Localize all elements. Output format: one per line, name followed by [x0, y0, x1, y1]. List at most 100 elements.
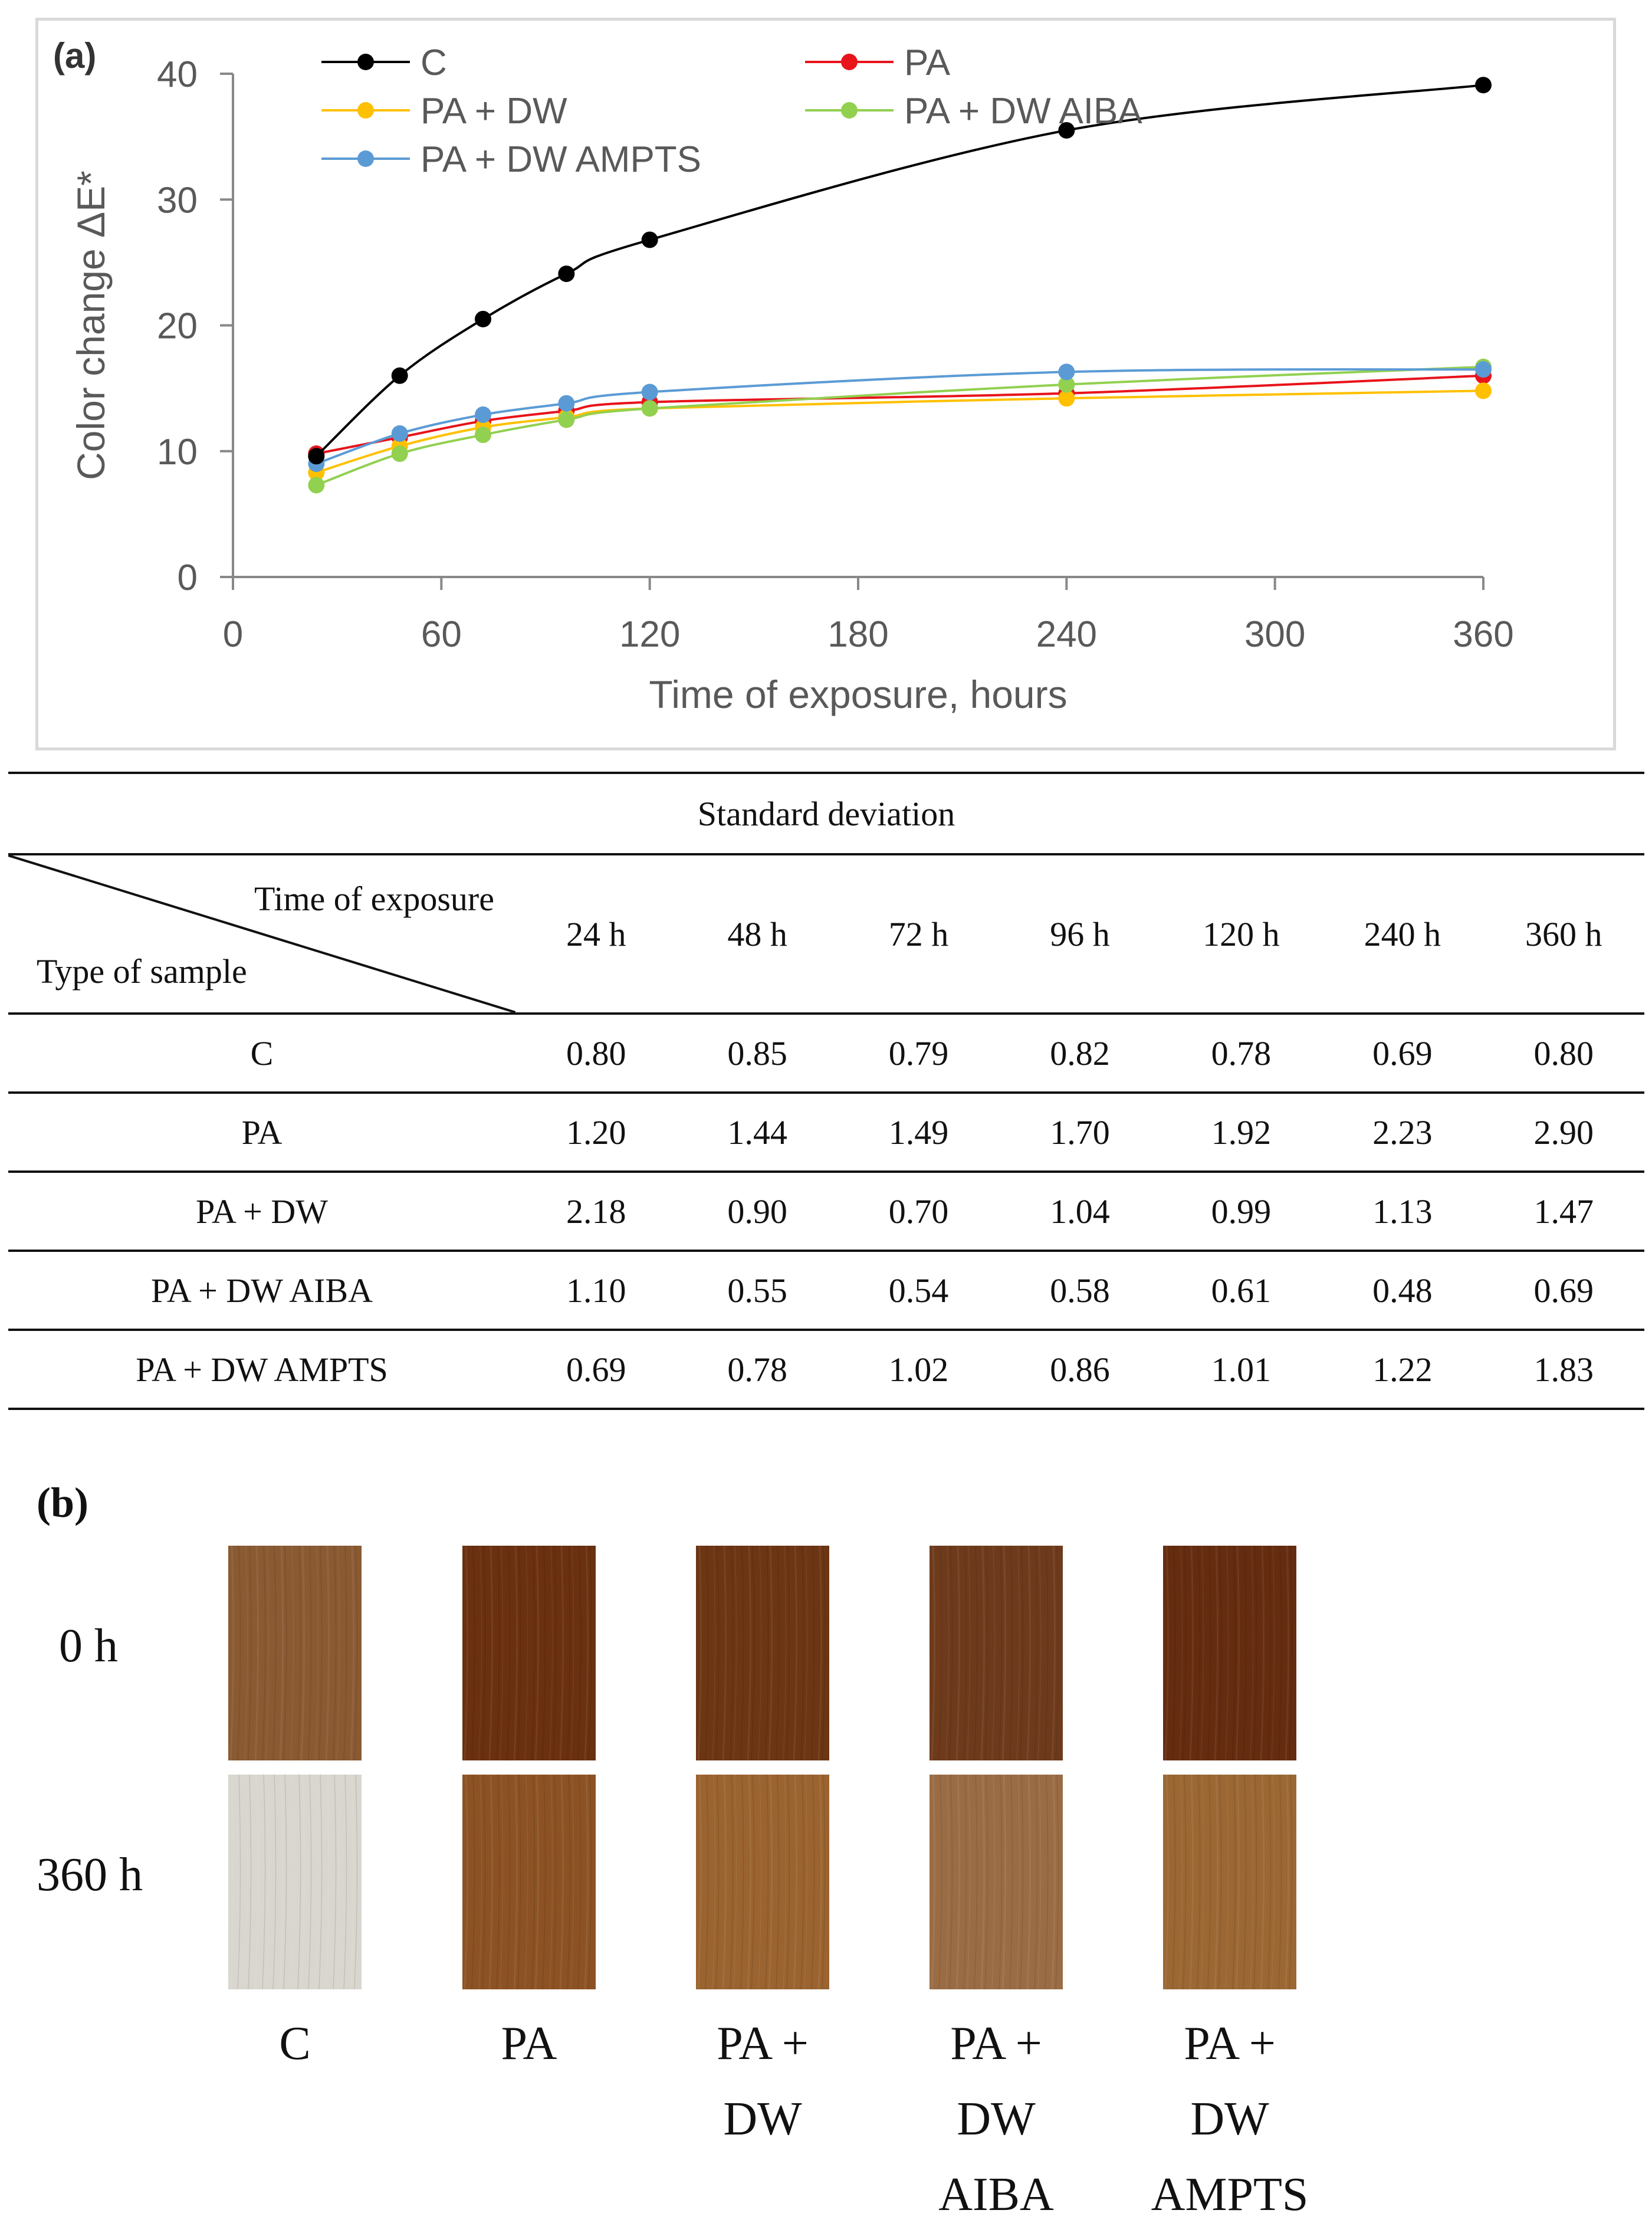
table-cell: 0.80 — [1483, 1014, 1644, 1094]
table-cell: 1.04 — [999, 1172, 1161, 1252]
wood-grain-texture — [930, 1775, 1063, 1989]
table-row: PA + DW 2.18 0.90 0.70 1.04 0.99 1.13 1.47 — [8, 1172, 1644, 1252]
table-row: PA 1.20 1.44 1.49 1.70 1.92 2.23 2.90 — [8, 1093, 1644, 1173]
x-tick-label: 120 — [619, 614, 680, 655]
y-tick-label: 20 — [157, 306, 198, 347]
table-cell: 0.82 — [999, 1014, 1161, 1094]
table-cell: 0.61 — [1160, 1251, 1322, 1331]
x-tick-label: 240 — [1036, 614, 1097, 655]
panel-label-b: (b) — [37, 1479, 88, 1526]
data-point — [308, 448, 325, 465]
column-header: 72 h — [838, 854, 1000, 1015]
wood-grain-texture — [462, 1775, 596, 1989]
sample-label: PA — [441, 2006, 618, 2081]
wood-grain-texture — [696, 1546, 829, 1760]
diagonal-divider — [8, 855, 515, 1012]
table-cell: 0.78 — [1160, 1014, 1322, 1094]
sample-photo — [462, 1775, 596, 1989]
data-point — [475, 406, 491, 423]
sample-label-line: C — [279, 2018, 311, 2070]
series-line-pa-dw — [316, 389, 1484, 474]
table-cell: 0.90 — [676, 1172, 838, 1252]
sample-label-line: AMPTS — [1151, 2169, 1309, 2221]
table-row: PA + DW AMPTS 0.69 0.78 1.02 0.86 1.01 1.22 1.8… — [8, 1330, 1644, 1410]
table-cell: 1.47 — [1483, 1172, 1644, 1252]
row-label: PA — [8, 1093, 515, 1173]
wood-grain-texture — [1163, 1546, 1296, 1760]
legend-marker — [841, 102, 858, 119]
sample-label-line: DW — [1190, 2093, 1269, 2145]
data-point — [1475, 382, 1492, 399]
legend-entry: C — [421, 42, 447, 83]
table-cell: 0.69 — [515, 1330, 677, 1410]
data-point — [391, 445, 408, 463]
table-cell: 2.23 — [1322, 1093, 1483, 1173]
std-dev-table-wrap: Standard deviation Time of exposure Type… — [8, 772, 1644, 1410]
data-point — [475, 427, 491, 444]
table-cell: 1.02 — [838, 1330, 1000, 1410]
wood-grain-texture — [1163, 1775, 1296, 1989]
table-cell: 1.20 — [515, 1093, 677, 1173]
table-cell: 0.69 — [1483, 1251, 1644, 1331]
photo-row-label: 0 h — [59, 1620, 118, 1672]
sample-label-line: PA + — [717, 2018, 809, 2070]
table-cell: 1.49 — [838, 1093, 1000, 1173]
table-cell: 0.54 — [838, 1251, 1000, 1331]
data-point — [641, 400, 658, 417]
column-header: 24 h — [515, 854, 677, 1015]
data-point — [391, 425, 408, 442]
series-line-pa-dw-ampts — [316, 368, 1484, 465]
table-cell: 0.58 — [999, 1251, 1161, 1331]
column-header: 96 h — [999, 854, 1161, 1015]
data-point — [1475, 361, 1492, 378]
table-cell: 2.18 — [515, 1172, 677, 1252]
wood-grain-texture — [228, 1546, 362, 1760]
table-cell: 0.80 — [515, 1014, 677, 1094]
table-cell: 1.70 — [999, 1093, 1161, 1173]
data-point — [1058, 122, 1075, 139]
row-label: PA + DW — [8, 1172, 515, 1252]
sample-photo — [696, 1775, 829, 1989]
x-tick-label: 60 — [421, 614, 462, 655]
data-point — [558, 265, 575, 283]
sample-label: C — [206, 2006, 383, 2081]
wood-grain-texture — [930, 1546, 1063, 1760]
row-label: PA + DW AIBA — [8, 1251, 515, 1331]
data-point — [641, 383, 658, 401]
sample-photo — [1163, 1775, 1296, 1989]
series-line-pa — [316, 374, 1484, 455]
photo-row-label: 360 h — [37, 1849, 143, 1901]
x-tick-label: 360 — [1453, 614, 1513, 655]
y-tick-label: 40 — [157, 54, 198, 95]
column-header: 360 h — [1483, 854, 1644, 1015]
table-cell: 0.70 — [838, 1172, 1000, 1252]
legend-entry: PA + DW AMPTS — [421, 139, 701, 180]
corner-top-label: Time of exposure — [254, 880, 494, 918]
sample-label-line: DW — [957, 2093, 1036, 2145]
wood-grain-texture — [696, 1775, 829, 1989]
sample-label-line: DW — [723, 2093, 802, 2145]
table-cell: 0.79 — [838, 1014, 1000, 1094]
data-point — [1058, 376, 1075, 393]
sample-label-line: AIBA — [938, 2169, 1054, 2221]
line-chart: (a) 0 10 20 30 40 0 60 120 180 240 300 360 Time of ex… — [53, 36, 1514, 716]
row-label: C — [8, 1014, 515, 1094]
table-cell: 0.78 — [676, 1330, 838, 1410]
data-point — [391, 367, 408, 384]
x-tick-label: 180 — [827, 614, 888, 655]
column-header: 240 h — [1322, 854, 1483, 1015]
sample-photo — [930, 1775, 1063, 1989]
wood-grain-texture — [228, 1775, 362, 1989]
legend-marker — [357, 150, 374, 167]
data-point — [475, 310, 491, 327]
legend-marker — [357, 54, 374, 70]
sample-label: PA + DW AMPTS — [1141, 2006, 1318, 2232]
table-corner-cell: Time of exposure Type of sample — [8, 854, 515, 1015]
data-point — [1058, 363, 1075, 381]
chart-frame: (a) 0 10 20 30 40 0 60 120 180 240 300 360 Time of ex… — [35, 18, 1616, 750]
table-cell: 1.01 — [1160, 1330, 1322, 1410]
y-tick-label: 10 — [157, 432, 198, 473]
sample-label: PA + DW AIBA — [908, 2006, 1085, 2232]
corner-bottom-label: Type of sample — [37, 952, 247, 991]
table-row: PA + DW AIBA 1.10 0.55 0.54 0.58 0.61 0.48 0.69 — [8, 1251, 1644, 1331]
